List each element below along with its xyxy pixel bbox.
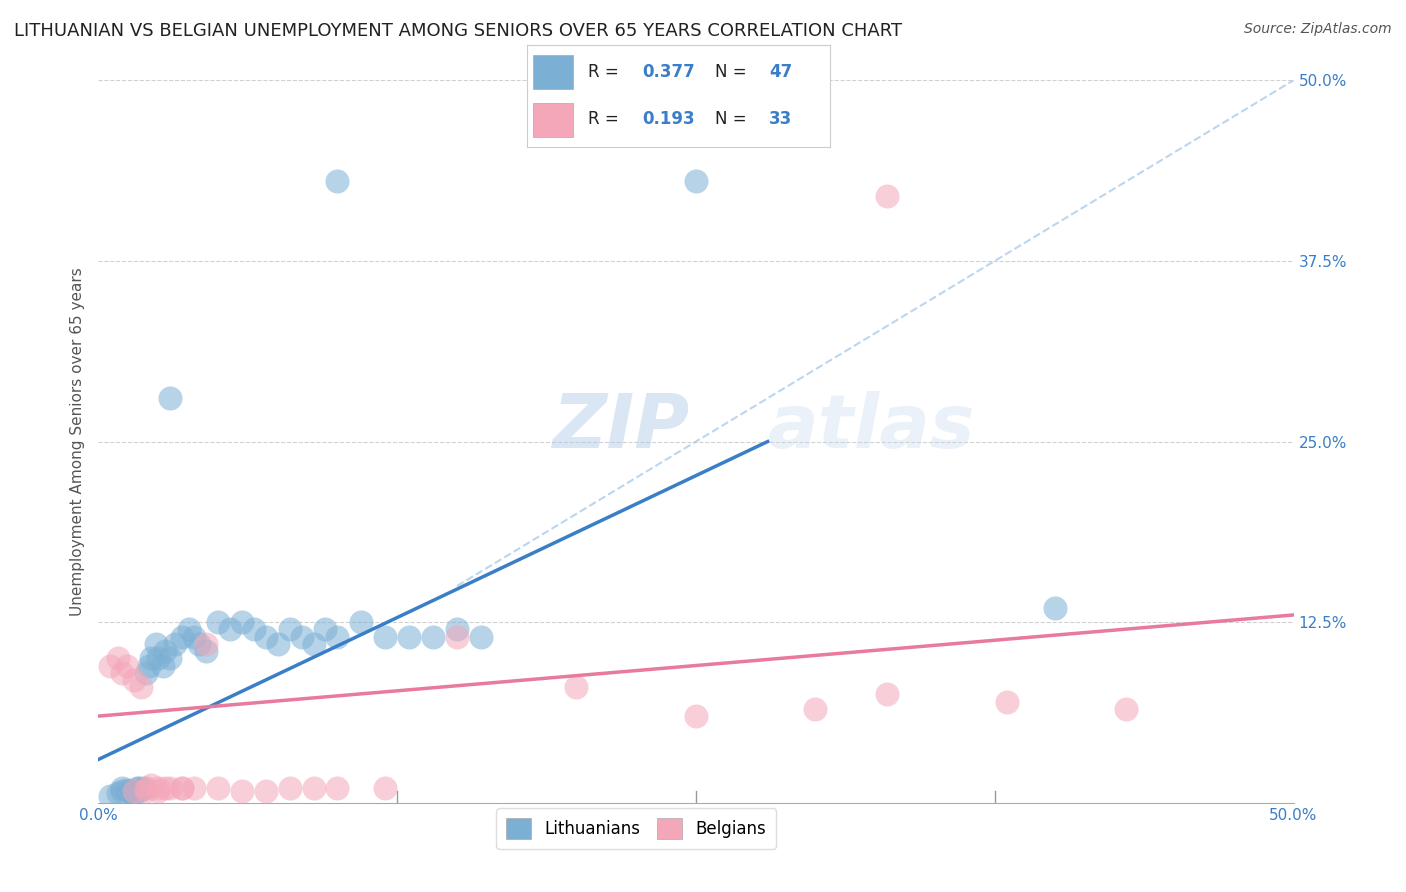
Point	[219, 623, 242, 637]
Text: R =: R =	[588, 111, 624, 128]
Point	[115, 658, 138, 673]
Point	[315, 623, 337, 637]
Point	[446, 623, 468, 637]
Point	[565, 680, 588, 694]
Point	[139, 779, 162, 793]
Point	[350, 615, 373, 630]
Point	[131, 680, 153, 694]
Point	[124, 673, 146, 687]
Point	[172, 781, 194, 796]
Point	[135, 784, 157, 798]
Point	[278, 781, 301, 796]
Point	[374, 781, 396, 796]
Point	[131, 782, 153, 797]
Point	[135, 665, 157, 680]
Point	[183, 630, 205, 644]
Point	[155, 781, 177, 796]
Point	[685, 709, 707, 723]
Point	[172, 781, 194, 796]
Point	[302, 781, 325, 796]
Point	[159, 781, 181, 796]
Point	[231, 615, 253, 630]
Point	[254, 630, 277, 644]
Point	[326, 781, 349, 796]
Legend: Lithuanians, Belgians: Lithuanians, Belgians	[496, 808, 776, 848]
Point	[183, 781, 205, 796]
Text: N =: N =	[714, 63, 752, 81]
Point	[128, 781, 150, 796]
Point	[1043, 600, 1066, 615]
Point	[446, 630, 468, 644]
Point	[254, 784, 277, 798]
Point	[302, 637, 325, 651]
Point	[98, 789, 122, 803]
Point	[374, 630, 396, 644]
Bar	[533, 103, 572, 137]
Point	[139, 651, 162, 665]
Point	[326, 630, 349, 644]
Point	[135, 781, 157, 796]
Point	[121, 786, 143, 800]
Point	[124, 784, 146, 798]
Point	[159, 391, 181, 405]
Text: R =: R =	[588, 63, 624, 81]
Point	[125, 781, 148, 796]
Point	[111, 784, 134, 798]
Point	[685, 174, 707, 188]
Point	[267, 637, 290, 651]
Point	[159, 651, 181, 665]
Text: 0.377: 0.377	[643, 63, 695, 81]
Point	[111, 665, 134, 680]
Point	[118, 784, 141, 798]
Point	[243, 623, 266, 637]
Text: N =: N =	[714, 111, 752, 128]
Point	[124, 787, 146, 801]
Point	[326, 174, 349, 188]
Point	[145, 637, 167, 651]
Point	[107, 651, 129, 665]
Text: atlas: atlas	[768, 391, 976, 464]
Point	[1115, 702, 1137, 716]
Text: 47: 47	[769, 63, 793, 81]
Point	[207, 781, 229, 796]
Text: LITHUANIAN VS BELGIAN UNEMPLOYMENT AMONG SENIORS OVER 65 YEARS CORRELATION CHART: LITHUANIAN VS BELGIAN UNEMPLOYMENT AMONG…	[14, 22, 903, 40]
Point	[398, 630, 420, 644]
Text: Source: ZipAtlas.com: Source: ZipAtlas.com	[1244, 22, 1392, 37]
Text: ZIP: ZIP	[553, 391, 690, 464]
Point	[115, 782, 138, 797]
Text: 33: 33	[769, 111, 793, 128]
Point	[876, 189, 898, 203]
Point	[995, 695, 1018, 709]
Point	[163, 637, 186, 651]
Point	[231, 784, 253, 798]
Bar	[533, 55, 572, 88]
Point	[470, 630, 492, 644]
Point	[195, 637, 218, 651]
Point	[132, 781, 155, 796]
Point	[207, 615, 229, 630]
Point	[148, 651, 170, 665]
Point	[155, 644, 177, 658]
Point	[278, 623, 301, 637]
Point	[107, 786, 129, 800]
Point	[195, 644, 218, 658]
Point	[876, 687, 898, 701]
Point	[148, 781, 170, 796]
Point	[138, 658, 160, 673]
Point	[111, 781, 134, 796]
Y-axis label: Unemployment Among Seniors over 65 years: Unemployment Among Seniors over 65 years	[69, 268, 84, 615]
Point	[187, 637, 209, 651]
Point	[148, 784, 170, 798]
Point	[152, 658, 174, 673]
Point	[172, 630, 194, 644]
Point	[422, 630, 444, 644]
Text: 0.193: 0.193	[643, 111, 695, 128]
Point	[804, 702, 827, 716]
Point	[291, 630, 314, 644]
Point	[98, 658, 122, 673]
Point	[179, 623, 201, 637]
